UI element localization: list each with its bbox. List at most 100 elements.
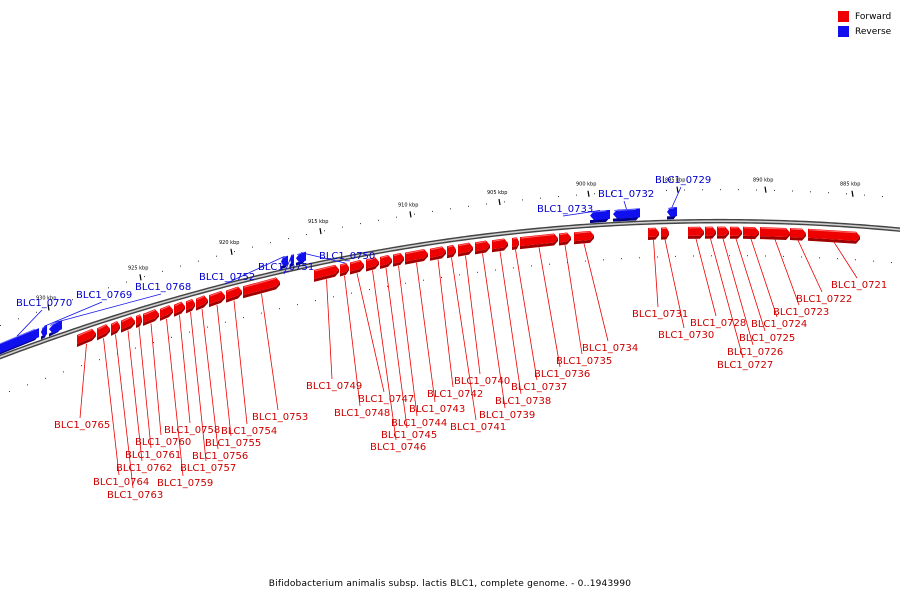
gene-BLC1_0722[interactable] (790, 227, 806, 241)
gene-label[interactable]: BLC1_0747 (358, 394, 414, 405)
gene-label[interactable]: BLC1_0756 (192, 451, 248, 462)
gene-BLC1_0744[interactable] (393, 252, 404, 267)
gene-BLC1_0755[interactable] (209, 290, 225, 308)
gene-BLC1_0756[interactable] (196, 295, 208, 311)
gene-label[interactable]: BLC1_0740 (454, 376, 510, 387)
gene-BLC1_0753[interactable] (243, 277, 280, 299)
gene-BLC1_0740[interactable] (458, 242, 473, 257)
gene-label[interactable]: BLC1_0731 (632, 309, 688, 320)
gene-label[interactable]: BLC1_0746 (370, 442, 426, 453)
gene-BLC1_0762[interactable] (121, 316, 135, 333)
gene-label[interactable]: BLC1_0721 (831, 280, 887, 291)
gene-label[interactable]: BLC1_0761 (125, 450, 181, 461)
gene-label[interactable]: BLC1_0728 (690, 318, 746, 329)
gene-label[interactable]: BLC1_0736 (534, 369, 590, 380)
gene-label[interactable]: BLC1_0724 (751, 319, 807, 330)
gene-BLC1_0733[interactable] (590, 209, 610, 224)
gene-BLC1_0761[interactable] (136, 314, 142, 329)
gene-BLC1_0721[interactable] (808, 228, 860, 244)
gene-BLC1_0723[interactable] (760, 227, 790, 240)
gene-label[interactable]: BLC1_0748 (334, 408, 390, 419)
gene-BLC1_0745[interactable] (380, 254, 392, 269)
gene-BLC1_0730[interactable] (661, 227, 669, 240)
gene-label[interactable]: BLC1_0737 (511, 382, 567, 393)
gene-BLC1_0759[interactable] (160, 305, 173, 321)
gene-label[interactable]: BLC1_0760 (135, 437, 191, 448)
gene-BLC1_0742[interactable] (430, 246, 446, 261)
gene-label[interactable]: BLC1_0763 (107, 490, 163, 501)
gene-label[interactable]: BLC1_0770 (16, 298, 72, 309)
gene-label[interactable]: BLC1_0751 (258, 262, 314, 273)
gene-BLC1_0734[interactable] (574, 230, 594, 245)
gene-BLC1_0770[interactable] (0, 328, 39, 356)
gene-BLC1_0749[interactable] (314, 264, 339, 282)
gene-label[interactable]: BLC1_0750 (319, 251, 375, 262)
gene-label[interactable]: BLC1_0744 (391, 418, 447, 429)
gene-label[interactable]: BLC1_0725 (739, 333, 795, 344)
gene-BLC1_0741[interactable] (447, 244, 456, 259)
gene-label[interactable]: BLC1_0732 (598, 189, 654, 200)
gene-BLC1_0764[interactable] (97, 324, 110, 341)
gene-label[interactable]: BLC1_0733 (537, 204, 593, 215)
gene-BLC1_0758[interactable] (174, 301, 185, 317)
gene-BLC1_0746[interactable] (366, 257, 379, 272)
gene-BLC1_0765[interactable] (77, 328, 96, 348)
gene-arrow (688, 226, 704, 236)
gene-label[interactable]: BLC1_0749 (306, 381, 362, 392)
gene-label[interactable]: BLC1_0762 (116, 463, 172, 474)
gene-label[interactable]: BLC1_0769 (76, 290, 132, 301)
minor-tick (756, 189, 757, 191)
gene-label[interactable]: BLC1_0754 (221, 426, 277, 437)
gene-label[interactable]: BLC1_0753 (252, 412, 308, 423)
gene-BLC1_0735[interactable] (559, 232, 571, 246)
gene-BLC1_0731[interactable] (648, 227, 659, 241)
gene-label[interactable]: BLC1_0745 (381, 430, 437, 441)
gene-BLC1_0760[interactable] (143, 309, 159, 326)
gene-label[interactable]: BLC1_0743 (409, 404, 465, 415)
gene-label[interactable]: BLC1_0741 (450, 422, 506, 433)
gene-arrow (243, 277, 280, 296)
gene-label[interactable]: BLC1_0757 (180, 463, 236, 474)
gene-BLC1_0736[interactable] (520, 233, 558, 250)
genome-caption: Bifidobacterium animalis subsp. lactis B… (268, 579, 632, 589)
gene-label[interactable]: BLC1_0722 (796, 294, 852, 305)
gene-shadow (790, 233, 806, 241)
gene-label[interactable]: BLC1_0730 (658, 330, 714, 341)
gene-label[interactable]: BLC1_0755 (205, 438, 261, 449)
gene-BLC1_0726[interactable] (717, 226, 729, 239)
gene-label[interactable]: BLC1_0764 (93, 477, 149, 488)
gene-label[interactable]: BLC1_0735 (556, 356, 612, 367)
gene-BLC1_0738[interactable] (492, 238, 508, 253)
gene-BLC1_0769[interactable] (41, 325, 47, 340)
gene-BLC1_0743[interactable] (405, 249, 428, 265)
gene-label[interactable]: BLC1_0723 (773, 307, 829, 318)
gene-label[interactable]: BLC1_0738 (495, 396, 551, 407)
gene-label[interactable]: BLC1_0768 (135, 282, 191, 293)
gene-BLC1_0757[interactable] (186, 298, 195, 314)
gene-BLC1_0752[interactable] (281, 255, 288, 270)
gene-BLC1_0724[interactable] (743, 226, 759, 240)
gene-label[interactable]: BLC1_0759 (157, 478, 213, 489)
gene-BLC1_0754[interactable] (226, 286, 242, 303)
gene-BLC1_0729[interactable] (667, 207, 677, 220)
gene-BLC1_0732[interactable] (613, 208, 640, 222)
gene-BLC1_0725[interactable] (730, 226, 742, 239)
gene-label[interactable]: BLC1_0726 (727, 347, 783, 358)
gene-BLC1_0748[interactable] (340, 262, 349, 277)
gene-label[interactable]: BLC1_0765 (54, 420, 110, 431)
gene-BLC1_0763[interactable] (111, 320, 120, 336)
tick-label: 925 kbp (128, 265, 148, 271)
gene-BLC1_0747[interactable] (350, 259, 364, 275)
gene-label[interactable]: BLC1_0758 (164, 425, 220, 436)
gene-BLC1_0727[interactable] (705, 226, 716, 239)
gene-BLC1_0739[interactable] (475, 240, 490, 255)
gene-label[interactable]: BLC1_0734 (582, 343, 638, 354)
gene-BLC1_0728[interactable] (688, 226, 704, 239)
gene-label[interactable]: BLC1_0739 (479, 410, 535, 421)
gene-label[interactable]: BLC1_0742 (427, 389, 483, 400)
gene-label[interactable]: BLC1_0752 (199, 272, 255, 283)
minor-tick (387, 285, 388, 287)
gene-label[interactable]: BLC1_0729 (655, 175, 711, 186)
gene-label[interactable]: BLC1_0727 (717, 360, 773, 371)
gene-BLC1_0737[interactable] (512, 237, 519, 251)
